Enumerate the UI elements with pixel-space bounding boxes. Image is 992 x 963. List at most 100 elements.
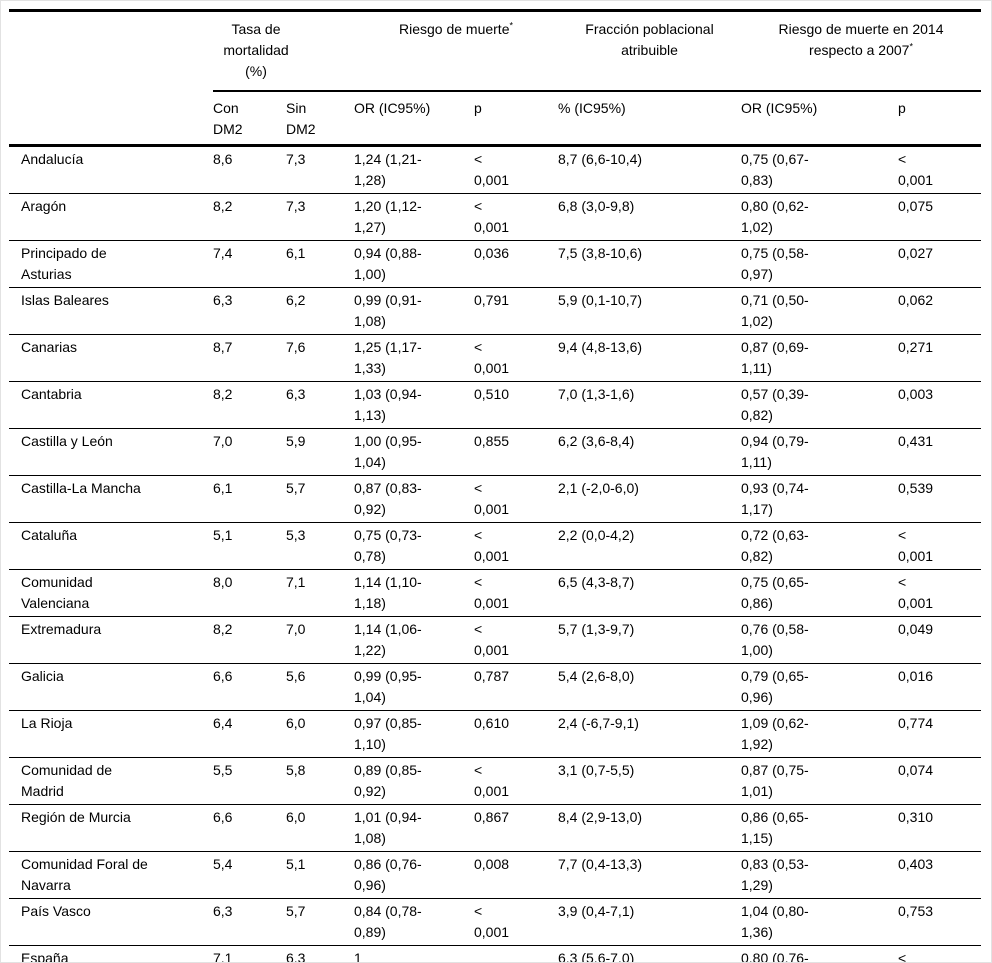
cell-fraccion-poblacional: 7,7 (0,4-13,3): [558, 851, 741, 899]
group-header-tasa-mortalidad: Tasa de mortalidad (%): [213, 10, 354, 92]
group-label: Riesgo de muerte en 2014 respecto a 2007: [778, 21, 944, 58]
cell-region: Castilla y León: [9, 428, 213, 476]
cell-region: Aragón: [9, 193, 213, 241]
cell-tasa-sin-dm2: 5,6: [286, 663, 354, 711]
cell-or-ic95-2014: 0,87 (0,75-1,01): [741, 757, 898, 805]
cell-region: Región de Murcia: [9, 804, 213, 852]
table-row: Principado de Asturias 7,4 6,1 0,94 (0,8…: [9, 240, 981, 288]
cell-tasa-con-dm2: 7,4: [213, 240, 286, 288]
cell-tasa-con-dm2: 8,0: [213, 569, 286, 617]
cell-p-muerte: < 0,001: [474, 616, 558, 664]
cell-or-ic95-muerte: 1,20 (1,12-1,27): [354, 193, 474, 241]
cell-or-ic95-2014: 0,75 (0,65-0,86): [741, 569, 898, 617]
cell-fraccion-poblacional: 7,5 (3,8-10,6): [558, 240, 741, 288]
cell-or-ic95-muerte: 0,99 (0,91-1,08): [354, 287, 474, 335]
cell-tasa-sin-dm2: 7,3: [286, 193, 354, 241]
cell-tasa-sin-dm2: 6,1: [286, 240, 354, 288]
cell-or-ic95-2014: 1,04 (0,80-1,36): [741, 898, 898, 946]
cell-tasa-sin-dm2: 5,3: [286, 522, 354, 570]
cell-tasa-sin-dm2: 6,3: [286, 945, 354, 962]
cell-region: Andalucía: [21, 151, 84, 167]
cell-p-muerte: < 0,001: [474, 898, 558, 946]
cell-tasa-sin-dm2: 6,3: [286, 381, 354, 429]
empty-corner-cell: [9, 11, 213, 92]
cell-p-2014: 0,003: [898, 381, 981, 429]
group-header-riesgo-2014-2007: Riesgo de muerte en 2014 respecto a 2007…: [741, 10, 981, 92]
cell-region: Galicia: [9, 663, 213, 711]
cell-p-muerte: 0,036: [474, 240, 558, 288]
cell-or-ic95-muerte: 1,25 (1,17-1,33): [354, 334, 474, 382]
cell-p-muerte: 0,008: [474, 851, 558, 899]
table-row: Andalucía 8,6 7,3 1,24 (1,21-1,28) < 0,0…: [9, 146, 981, 194]
cell-p-2014: 0,074: [898, 757, 981, 805]
cell-fraccion-poblacional: 9,4 (4,8-13,6): [558, 334, 741, 382]
cell-p-2014: 0,774: [898, 710, 981, 758]
cell-region: España: [9, 945, 213, 962]
cell-tasa-con-dm2: 8,2: [213, 193, 286, 241]
cell-p-2014: 0,027: [898, 240, 981, 288]
cell-or-ic95-2014: 0,80 (0,76-0,84): [741, 945, 898, 962]
cell-fraccion-poblacional: 7,0 (1,3-1,6): [558, 381, 741, 429]
cell-or-ic95-2014: 0,83 (0,53-1,29): [741, 851, 898, 899]
cell-or-ic95-muerte: 1,00 (0,95-1,04): [354, 428, 474, 476]
cell-tasa-con-dm2: 6,3: [213, 287, 286, 335]
cell-tasa-con-dm2: 6,1: [213, 475, 286, 523]
subheader-con-dm2: Con DM2: [213, 91, 286, 147]
subheader-pct-ic95: % (IC95%): [558, 91, 741, 147]
cell-p-muerte: 0,867: [474, 804, 558, 852]
cell-p-2014: < 0,001: [898, 569, 981, 617]
cell-p-2014: 0,310: [898, 804, 981, 852]
cell-fraccion-poblacional: 6,3 (5,6-7,0): [558, 945, 741, 962]
cell-p-2014: 0,075: [898, 193, 981, 241]
cell-fraccion-poblacional: 5,7 (1,3-9,7): [558, 616, 741, 664]
table-row: Islas Baleares 6,3 6,2 0,99 (0,91-1,08) …: [9, 287, 981, 335]
table-row: Comunidad Foral de Navarra 5,4 5,1 0,86 …: [9, 851, 981, 899]
cell-or-ic95-muerte: 0,75 (0,73-0,78): [354, 522, 474, 570]
cell-fraccion-poblacional: 3,9 (0,4-7,1): [558, 898, 741, 946]
cell-p-muerte: < 0,001: [474, 193, 558, 241]
cell-p-2014: < 0,001: [898, 522, 981, 570]
table-row: Región de Murcia 6,6 6,0 1,01 (0,94-1,08…: [9, 804, 981, 852]
group-label: Riesgo de muerte: [398, 21, 510, 37]
cell-or-ic95-muerte: 1,24 (1,21-1,28): [354, 151, 422, 188]
cell-tasa-sin-dm2: 5,9: [286, 428, 354, 476]
subheader-p-2014: p: [898, 91, 981, 147]
cell-p-muerte: < 0,001: [474, 334, 558, 382]
cell-p-muerte: < 0,001: [474, 757, 558, 805]
cell-or-ic95-2014: 0,86 (0,65-1,15): [741, 804, 898, 852]
table-row: Galicia 6,6 5,6 0,99 (0,95-1,04) 0,787 5…: [9, 663, 981, 711]
cell-or-ic95-muerte: 0,86 (0,76-0,96): [354, 851, 474, 899]
cell-tasa-sin-dm2: 7,0: [286, 616, 354, 664]
cell-p-muerte: 0,510: [474, 381, 558, 429]
cell-tasa-sin-dm2: 5,7: [286, 898, 354, 946]
table-row: Canarias 8,7 7,6 1,25 (1,17-1,33) < 0,00…: [9, 334, 981, 382]
cell-tasa-con-dm2: 6,3: [213, 898, 286, 946]
cell-region: Comunidad Foral de Navarra: [9, 851, 213, 899]
cell-p-muerte: 0,791: [474, 287, 558, 335]
cell-p-2014: 0,753: [898, 898, 981, 946]
subheader-p-muerte: p: [474, 91, 558, 147]
cell-p-muerte: 0,610: [474, 710, 558, 758]
table-row: España 7,1 6,3 1 6,3 (5,6-7,0) 0,80 (0,7…: [9, 945, 981, 962]
footnote-marker: *: [909, 41, 913, 52]
cell-tasa-sin-dm2: 7,1: [286, 569, 354, 617]
table-row: Extremadura 8,2 7,0 1,14 (1,06-1,22) < 0…: [9, 616, 981, 664]
cell-or-ic95-2014: 0,93 (0,74-1,17): [741, 475, 898, 523]
cell-tasa-sin-dm2: 5,8: [286, 757, 354, 805]
cell-region: País Vasco: [9, 898, 213, 946]
cell-tasa-con-dm2: 8,2: [213, 381, 286, 429]
cell-or-ic95-2014: 0,57 (0,39-0,82): [741, 381, 898, 429]
cell-or-ic95-muerte: 0,94 (0,88-1,00): [354, 240, 474, 288]
table-row: Comunidad Valenciana 8,0 7,1 1,14 (1,10-…: [9, 569, 981, 617]
table-row: Cantabria 8,2 6,3 1,03 (0,94-1,13) 0,510…: [9, 381, 981, 429]
cell-fraccion-poblacional: 6,5 (4,3-8,7): [558, 569, 741, 617]
cell-region: Cantabria: [9, 381, 213, 429]
cell-tasa-con-dm2: 5,5: [213, 757, 286, 805]
cell-fraccion-poblacional: 5,4 (2,6-8,0): [558, 663, 741, 711]
cell-tasa-con-dm2: 8,2: [213, 616, 286, 664]
group-label: Tasa de mortalidad (%): [223, 21, 289, 79]
cell-fraccion-poblacional: 3,1 (0,7-5,5): [558, 757, 741, 805]
cell-fraccion-poblacional: 8,7 (6,6-10,4): [558, 151, 643, 167]
cell-or-ic95-muerte: 1,14 (1,10-1,18): [354, 569, 474, 617]
